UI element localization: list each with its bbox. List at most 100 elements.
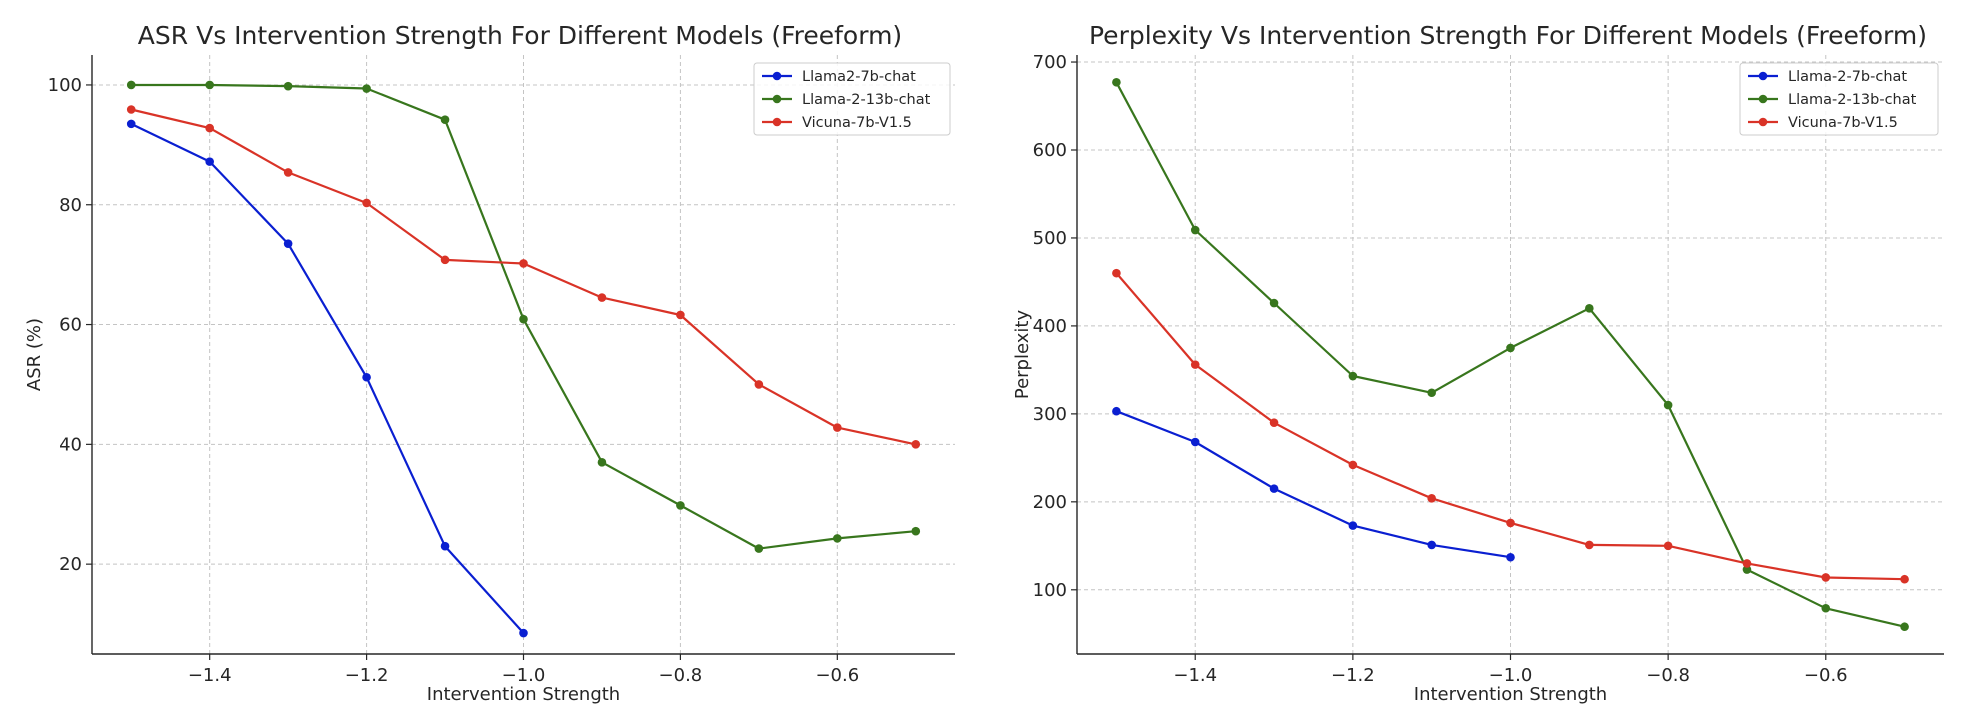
data-point <box>1427 388 1436 398</box>
legend-marker <box>1758 94 1768 104</box>
data-point <box>1506 552 1515 562</box>
data-point <box>1663 400 1673 410</box>
legend-label: Llama-2-13b-chat <box>1788 92 1917 108</box>
legend-label: Llama-2-13b-chat <box>802 92 931 108</box>
legend-box <box>1739 62 1939 136</box>
data-point <box>1900 622 1909 632</box>
y-tick-label: 200 <box>1033 492 1067 513</box>
y-tick-label: 60 <box>59 315 82 336</box>
data-point <box>1821 603 1831 613</box>
data-point <box>1190 437 1200 447</box>
data-point <box>1427 540 1436 550</box>
data-point <box>126 119 136 129</box>
data-point <box>1269 484 1279 493</box>
x-tick-label: −0.8 <box>1646 665 1690 686</box>
y-tick-label: 100 <box>1033 580 1067 601</box>
data-point <box>362 198 371 208</box>
data-point <box>205 123 214 133</box>
data-point <box>440 115 450 124</box>
data-point <box>1190 360 1200 369</box>
data-point <box>1348 371 1358 381</box>
legend-marker <box>772 94 782 104</box>
legend: Llama-2-7b-chat Llama-2-13b-chat Vicuna-7b… <box>1739 62 1939 136</box>
data-point <box>519 628 528 638</box>
data-point <box>1348 460 1358 470</box>
data-point <box>911 440 921 449</box>
data-point <box>1112 406 1121 416</box>
data-point <box>1506 343 1515 353</box>
data-point <box>205 80 214 90</box>
data-point <box>1269 298 1279 308</box>
y-axis-label: ASR (%) <box>24 318 45 391</box>
data-point <box>1348 521 1358 530</box>
data-point <box>440 255 450 265</box>
data-point <box>597 293 607 302</box>
data-point <box>597 458 607 467</box>
data-point <box>1506 518 1515 528</box>
y-tick-label: 400 <box>1033 316 1067 337</box>
data-point <box>676 501 685 510</box>
data-point <box>676 310 685 320</box>
data-point <box>126 105 136 114</box>
legend-label: Llama2-7b-chat <box>802 69 916 85</box>
data-point <box>283 168 293 177</box>
y-tick-label: 100 <box>48 75 82 96</box>
x-tick-label: −1.0 <box>502 665 546 686</box>
data-point <box>362 372 371 382</box>
x-tick-label: −1.4 <box>188 665 232 686</box>
x-tick-label: −1.2 <box>345 665 389 686</box>
x-tick-label: −0.6 <box>1804 665 1848 686</box>
data-point <box>833 534 842 543</box>
data-point <box>1742 559 1752 568</box>
y-tick-label: 80 <box>59 195 82 216</box>
data-point <box>519 259 528 268</box>
x-axis-label: Intervention Strength <box>427 684 620 705</box>
data-point <box>1585 540 1594 550</box>
data-point <box>754 380 764 389</box>
x-tick-label: −1.2 <box>1331 665 1375 686</box>
perplexity-chart: −1.4 −1.2 −1.0 −0.8 −0.6 100 200 300 400 500 600 70… <box>1012 21 1944 705</box>
legend-marker <box>1758 117 1768 127</box>
data-point <box>1112 77 1121 87</box>
y-tick-label: 500 <box>1033 228 1067 249</box>
legend-marker <box>772 71 782 81</box>
data-point <box>126 80 136 90</box>
data-point <box>1269 418 1279 427</box>
legend-label: Vicuna-7b-V1.5 <box>1788 115 1898 131</box>
data-point <box>754 544 764 553</box>
series-line <box>1115 410 1511 559</box>
data-point <box>1900 574 1909 584</box>
data-point <box>833 423 842 432</box>
data-point <box>1663 541 1673 551</box>
y-tick-label: 700 <box>1033 52 1067 73</box>
legend-marker <box>772 117 782 127</box>
y-tick-label: 300 <box>1033 404 1067 425</box>
legend: Llama2-7b-chat Llama-2-13b-chat Vicuna-7b-… <box>753 62 951 136</box>
legend-label: Vicuna-7b-V1.5 <box>802 115 912 131</box>
data-point <box>1112 268 1121 278</box>
data-point <box>362 84 371 93</box>
legend-label: Llama-2-7b-chat <box>1788 69 1907 85</box>
series-line <box>130 122 525 634</box>
legend-box <box>753 62 951 136</box>
data-point <box>1427 494 1436 503</box>
y-tick-label: 600 <box>1033 140 1067 161</box>
x-tick-label: −1.0 <box>1489 665 1533 686</box>
y-tick-label: 20 <box>59 554 82 575</box>
asr-chart: −1.4 −1.2 −1.0 −0.8 −0.6 20 40 60 80 100 ASR Vs In… <box>24 21 955 705</box>
y-tick-label: 40 <box>59 434 82 455</box>
data-point <box>1190 225 1200 235</box>
data-point <box>1585 304 1594 313</box>
data-point <box>1742 565 1752 574</box>
x-axis-label: Intervention Strength <box>1414 684 1607 705</box>
x-tick-label: −0.8 <box>659 665 703 686</box>
chart-title: ASR Vs Intervention Strength For Differe… <box>138 21 902 50</box>
data-point <box>519 314 528 324</box>
y-axis-label: Perplexity <box>1012 310 1033 400</box>
data-point <box>283 81 293 91</box>
data-point <box>440 541 450 551</box>
data-point <box>1821 573 1831 582</box>
x-tick-label: −0.6 <box>815 665 859 686</box>
legend-marker <box>1758 71 1768 81</box>
